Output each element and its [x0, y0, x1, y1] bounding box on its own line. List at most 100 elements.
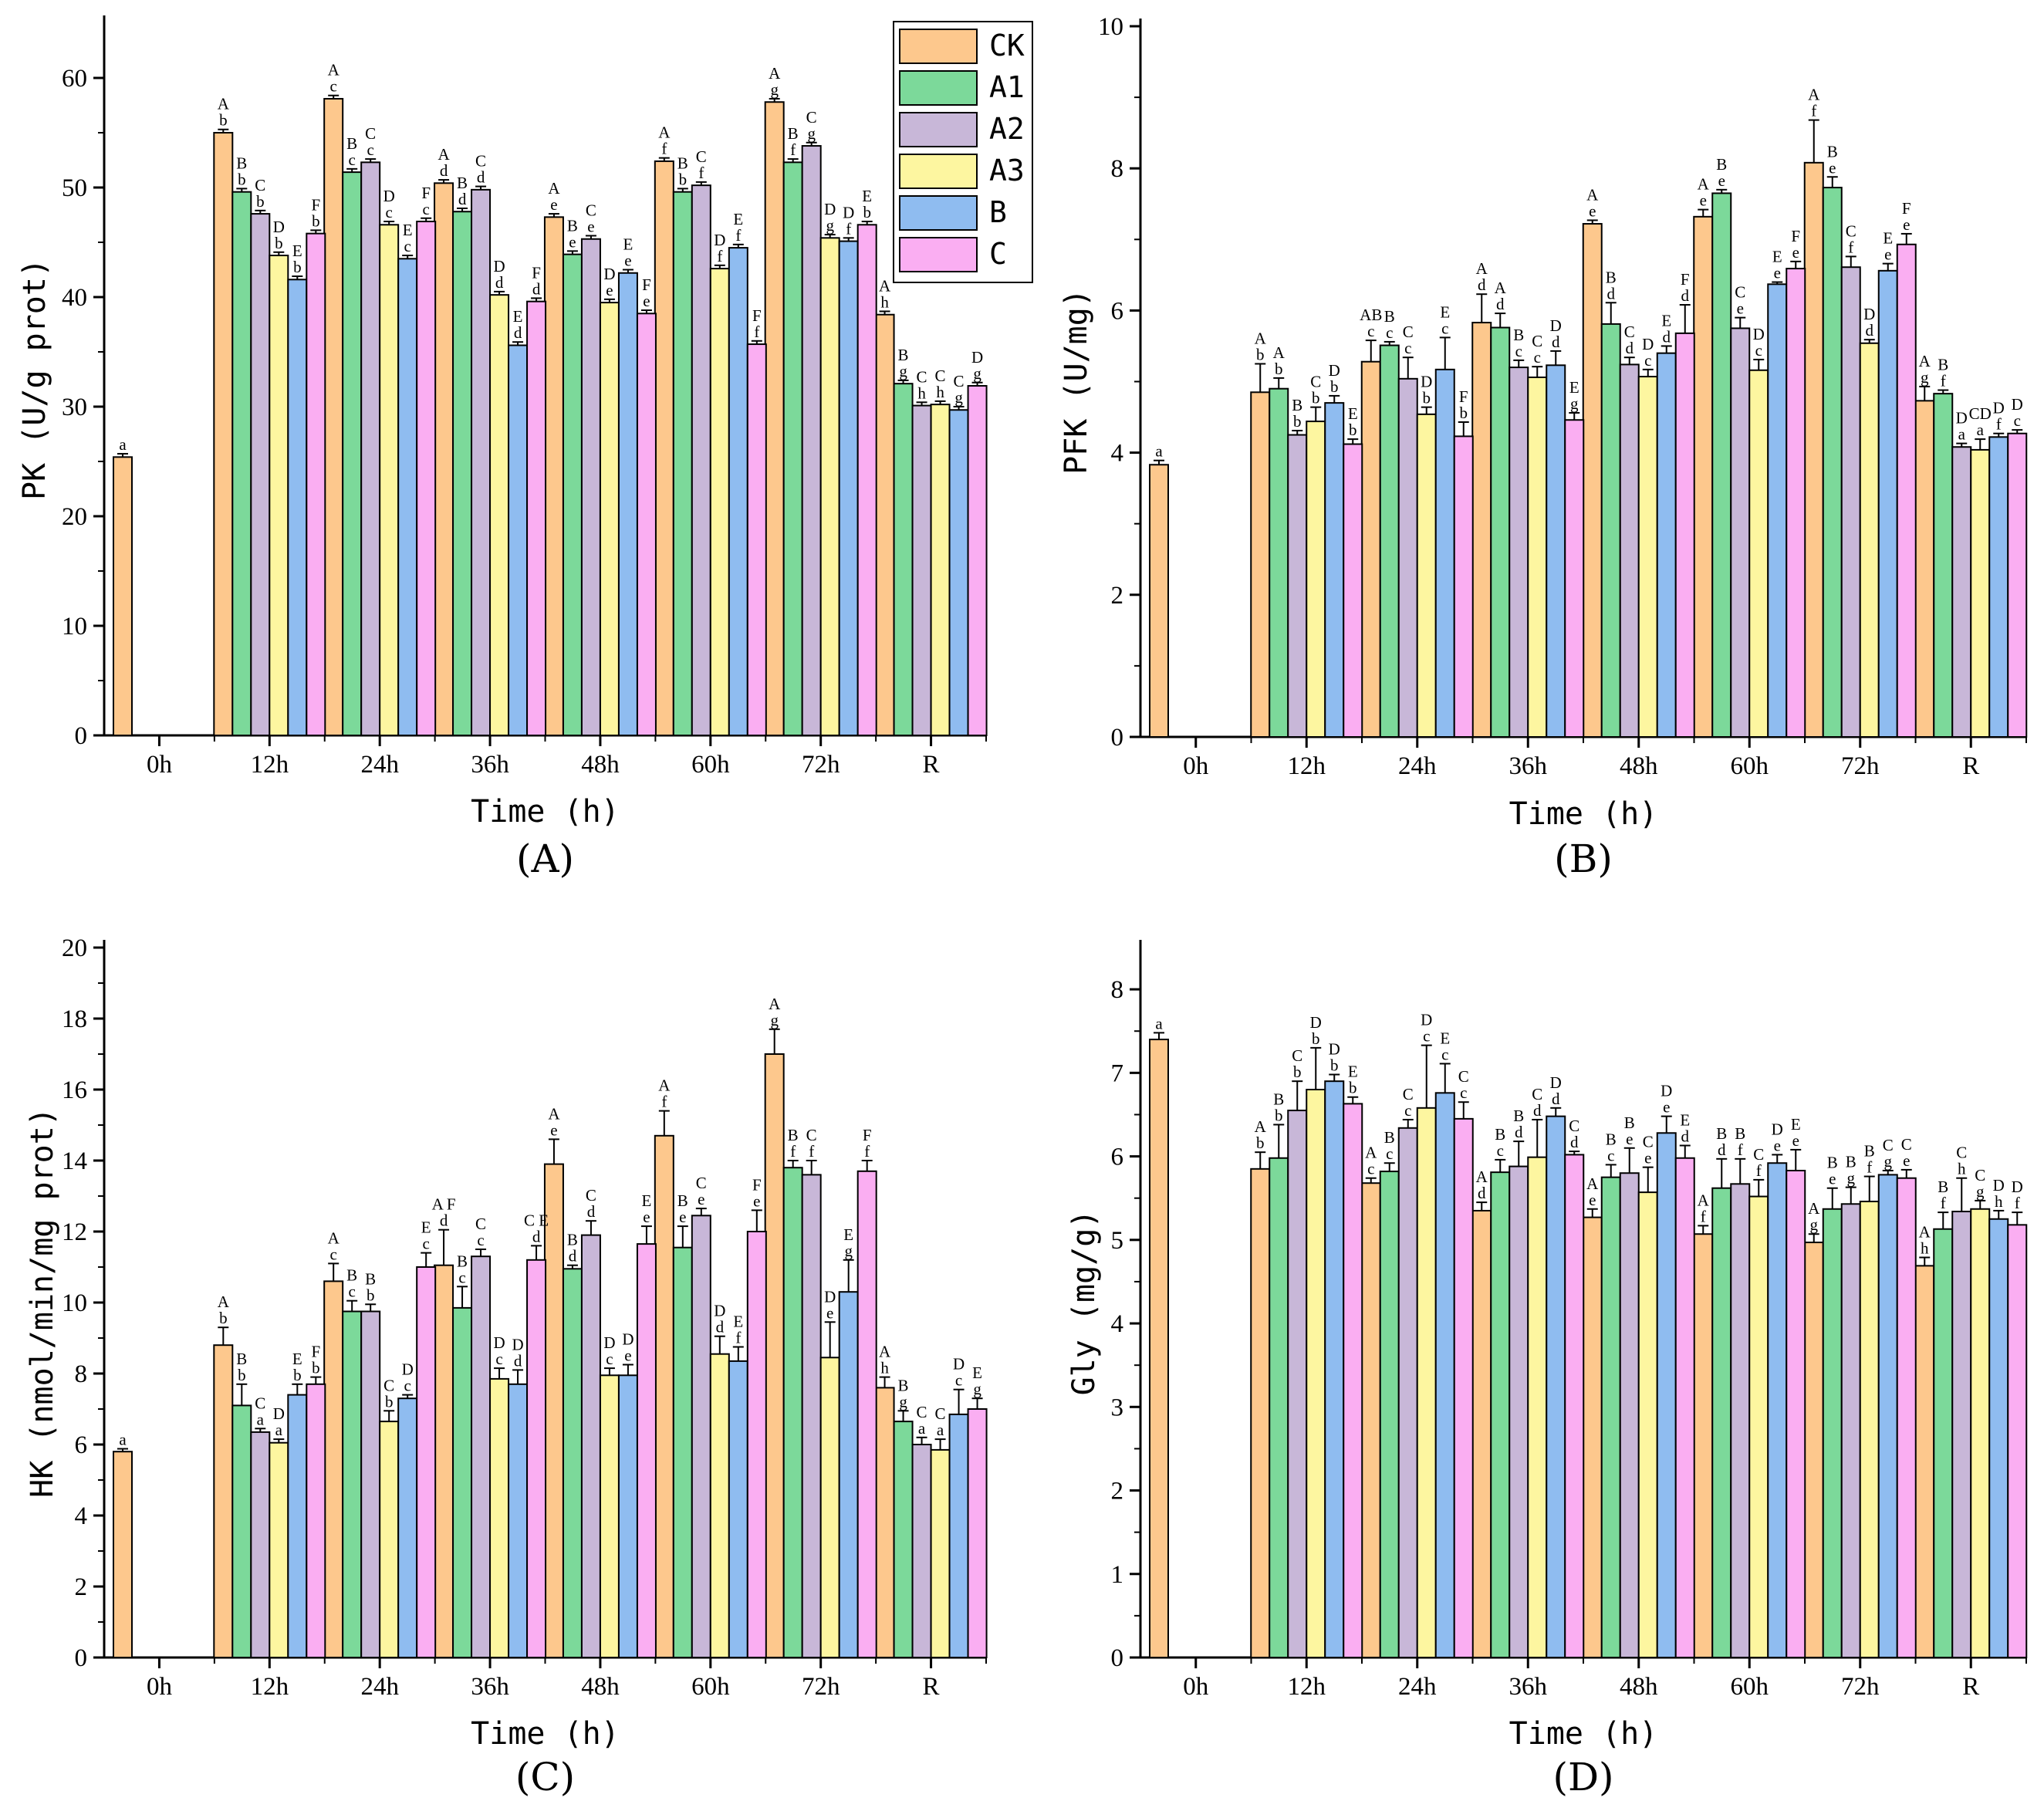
significance-label-lower: g: [807, 124, 816, 143]
bar: [113, 456, 133, 736]
significance-label-lower: d: [440, 1211, 448, 1230]
significance-label-lower: a: [119, 1431, 127, 1449]
x-tick-label: 0h: [147, 751, 173, 779]
significance-label-lower: c: [1534, 348, 1541, 367]
legend-label: CK: [989, 29, 1025, 63]
significance-label-lower: e: [1663, 1098, 1670, 1117]
y-tick-label: 0: [75, 722, 88, 750]
chart-panel-c: 0 2 4 6 8 10 12 14 16 18 20 0h 12h 24h 36h 48h 60h 72h R Ti…: [25, 934, 988, 1799]
bar: [323, 97, 344, 737]
significance-label-lower: d: [532, 279, 541, 298]
significance-label-lower: b: [1330, 1056, 1339, 1075]
significance-label-lower: c: [404, 1377, 411, 1395]
significance-label-upper: D: [1956, 409, 1968, 427]
significance-label-lower: e: [1718, 171, 1725, 190]
significance-label-lower: g: [973, 364, 981, 383]
significance-label-lower: c: [1367, 1160, 1374, 1178]
significance-label-lower: g: [1976, 1182, 1985, 1201]
bar: [893, 1421, 914, 1658]
y-tick-label: 14: [62, 1147, 87, 1175]
bar: [452, 211, 473, 736]
significance-label-lower: f: [698, 164, 704, 182]
significance-label-upper: B: [236, 154, 247, 172]
bar: [1416, 1107, 1437, 1658]
significance-label-upper: A: [438, 145, 450, 164]
significance-label-lower: b: [1256, 1134, 1265, 1152]
significance-label-lower: e: [624, 252, 631, 270]
significance-label-upper: D: [622, 1330, 633, 1349]
significance-label-upper: B: [1292, 396, 1302, 414]
significance-label-upper: B: [1827, 1154, 1838, 1172]
y-tick-label: 40: [62, 284, 87, 312]
significance-label-upper: C: [806, 1126, 817, 1144]
bar: [1250, 391, 1271, 738]
bar: [360, 1310, 381, 1658]
significance-label-upper: B: [788, 1126, 799, 1144]
bar: [1434, 1092, 1455, 1659]
bar: [1822, 187, 1843, 738]
bar: [1564, 419, 1585, 738]
significance-label-lower: e: [1700, 191, 1707, 210]
bar: [874, 313, 895, 737]
significance-label-lower: c: [349, 1282, 356, 1301]
significance-label-upper: D: [1863, 305, 1875, 323]
bar: [1471, 322, 1492, 738]
bar: [1951, 1211, 1972, 1658]
significance-label-lower: b: [1293, 412, 1302, 431]
bar: [691, 1215, 711, 1659]
y-tick-label: 4: [1111, 440, 1124, 468]
x-tick-label: 24h: [360, 1673, 399, 1701]
significance-label-lower: b: [219, 1309, 228, 1327]
bar: [782, 161, 803, 736]
significance-label-upper: E: [513, 307, 523, 326]
y-tick-label: 5: [1111, 1227, 1124, 1255]
bar: [1269, 387, 1289, 738]
significance-label-upper: E: [1440, 1029, 1450, 1047]
significance-label-lower: d: [1718, 1140, 1726, 1159]
significance-label-lower: c: [1386, 1144, 1393, 1163]
bar: [1822, 1208, 1843, 1658]
y-tick-label: 1: [1111, 1561, 1124, 1589]
significance-label-upper: A: [1495, 279, 1507, 297]
significance-label-upper: D: [1993, 1176, 2005, 1195]
bar: [287, 1394, 308, 1658]
bar: [1490, 1171, 1511, 1658]
significance-label-lower: f: [717, 247, 722, 265]
legend-label: B: [989, 195, 1007, 229]
y-tick-label: 0: [1111, 1644, 1124, 1672]
bar: [1453, 435, 1474, 738]
significance-label-upper: C: [1458, 1067, 1469, 1086]
bar: [397, 258, 418, 736]
significance-label-lower: b: [238, 170, 246, 188]
bar: [562, 1268, 583, 1659]
significance-label-lower: d: [1552, 333, 1560, 351]
bar: [1693, 215, 1714, 738]
bar: [379, 1421, 400, 1658]
significance-label-upper: D: [273, 1404, 285, 1423]
bar: [1656, 1132, 1677, 1658]
significance-label-lower: d: [1626, 339, 1634, 357]
bar: [416, 221, 437, 736]
bar: [599, 1374, 620, 1659]
significance-label-lower: c: [423, 200, 430, 218]
significance-label-lower: e: [569, 232, 576, 251]
bar: [801, 1174, 822, 1658]
significance-label-upper: E: [1680, 1111, 1690, 1130]
bar: [1859, 1201, 1880, 1658]
bar: [1767, 283, 1788, 738]
significance-label-upper: A: [1698, 1191, 1710, 1209]
significance-label-upper: D: [1661, 1082, 1672, 1100]
significance-label-upper: AB: [1360, 306, 1382, 324]
significance-label-lower: g: [844, 1242, 853, 1260]
significance-label-upper: E: [623, 235, 633, 254]
significance-label-upper: B: [1513, 326, 1524, 344]
x-tick-label: 12h: [1288, 752, 1326, 780]
significance-label-lower: e: [1589, 201, 1596, 220]
significance-label-lower: c: [330, 1245, 337, 1263]
significance-label-lower: a: [119, 435, 127, 454]
chart-panel-a: 0 10 20 30 40 50 60 0h 12h 24h 36h 48h 60h 72h R Time (…: [17, 15, 1033, 881]
significance-label-upper: E: [1661, 311, 1671, 329]
y-tick-label: 30: [62, 394, 87, 421]
y-tick-label: 4: [1111, 1310, 1124, 1338]
bar: [1509, 1165, 1529, 1658]
